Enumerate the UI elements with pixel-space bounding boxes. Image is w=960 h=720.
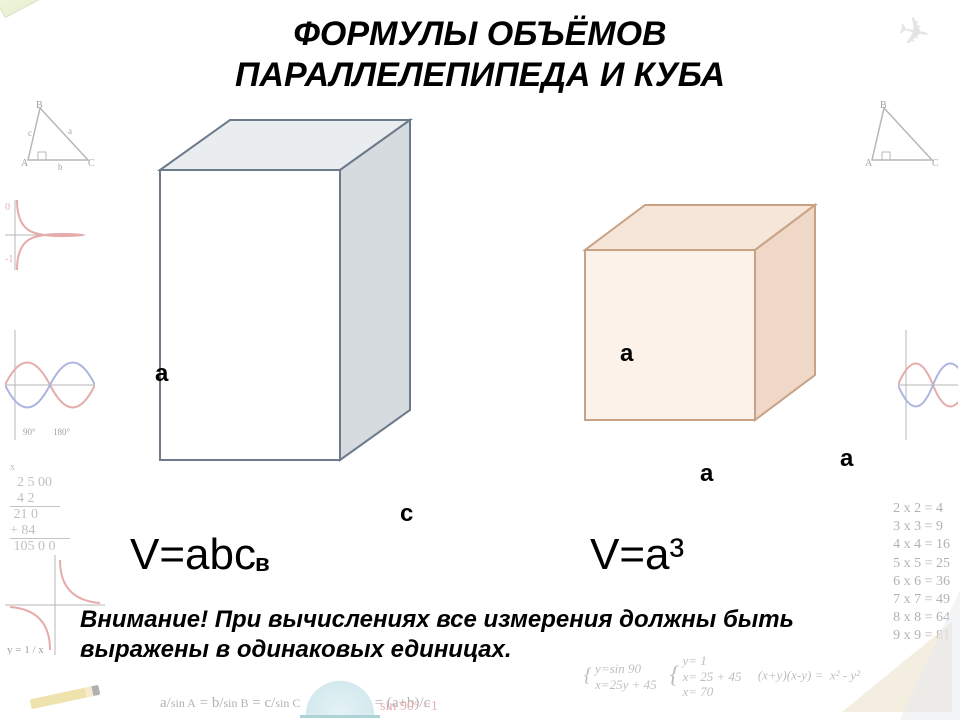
cube-svg [540,160,840,460]
title-line-2: ПАРАЛЛЕЛЕПИПЕДА И КУБА [235,56,725,94]
title-line-1: ФОРМУЛЫ ОБЪЁМОВ [293,15,666,53]
parallelepiped-diagram [120,110,440,470]
parallelepiped-label-width: в [255,550,270,578]
shapes-row: а в с а а а [60,100,900,500]
parallelepiped-label-depth: с [400,500,413,528]
slide-title: ФОРМУЛЫ ОБЪЁМОВ ПАРАЛЛЕЛЕПИПЕДА И КУБА [0,14,960,96]
cube-label-height: а [620,340,633,368]
attention-note: Внимание! При вычислениях все измерения … [80,605,880,665]
cube-diagram [540,160,840,460]
cube-label-depth: а [840,445,853,473]
cube-label-width: а [700,460,713,488]
parallelepiped-formula: V=abc [130,530,256,580]
slide-content: ФОРМУЛЫ ОБЪЁМОВ ПАРАЛЛЕЛЕПИПЕДА И КУБА а… [0,0,960,720]
parallelepiped-label-height: а [155,360,168,388]
cube-formula: V=a³ [590,530,684,580]
parallelepiped-svg [120,110,440,470]
